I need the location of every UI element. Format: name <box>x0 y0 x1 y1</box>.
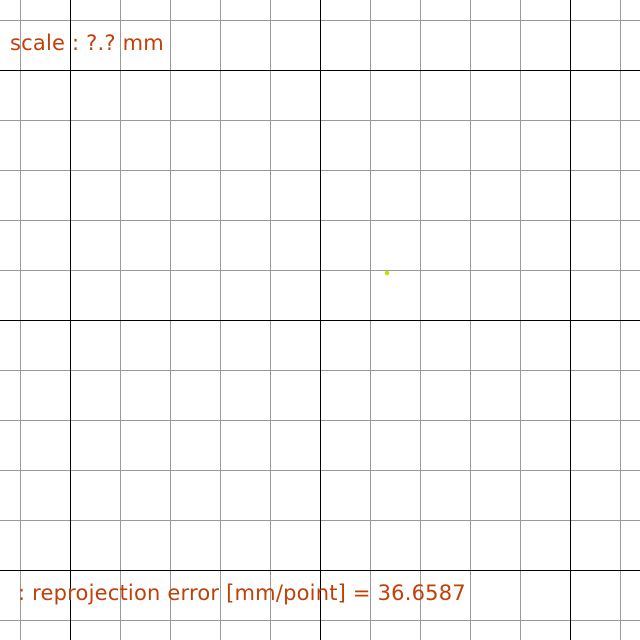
reprojection-error-label: : reprojection error [mm/point] = 36.658… <box>18 581 466 605</box>
scale-label: scale : ?.? mm <box>10 31 164 55</box>
projected-point <box>384 270 390 276</box>
